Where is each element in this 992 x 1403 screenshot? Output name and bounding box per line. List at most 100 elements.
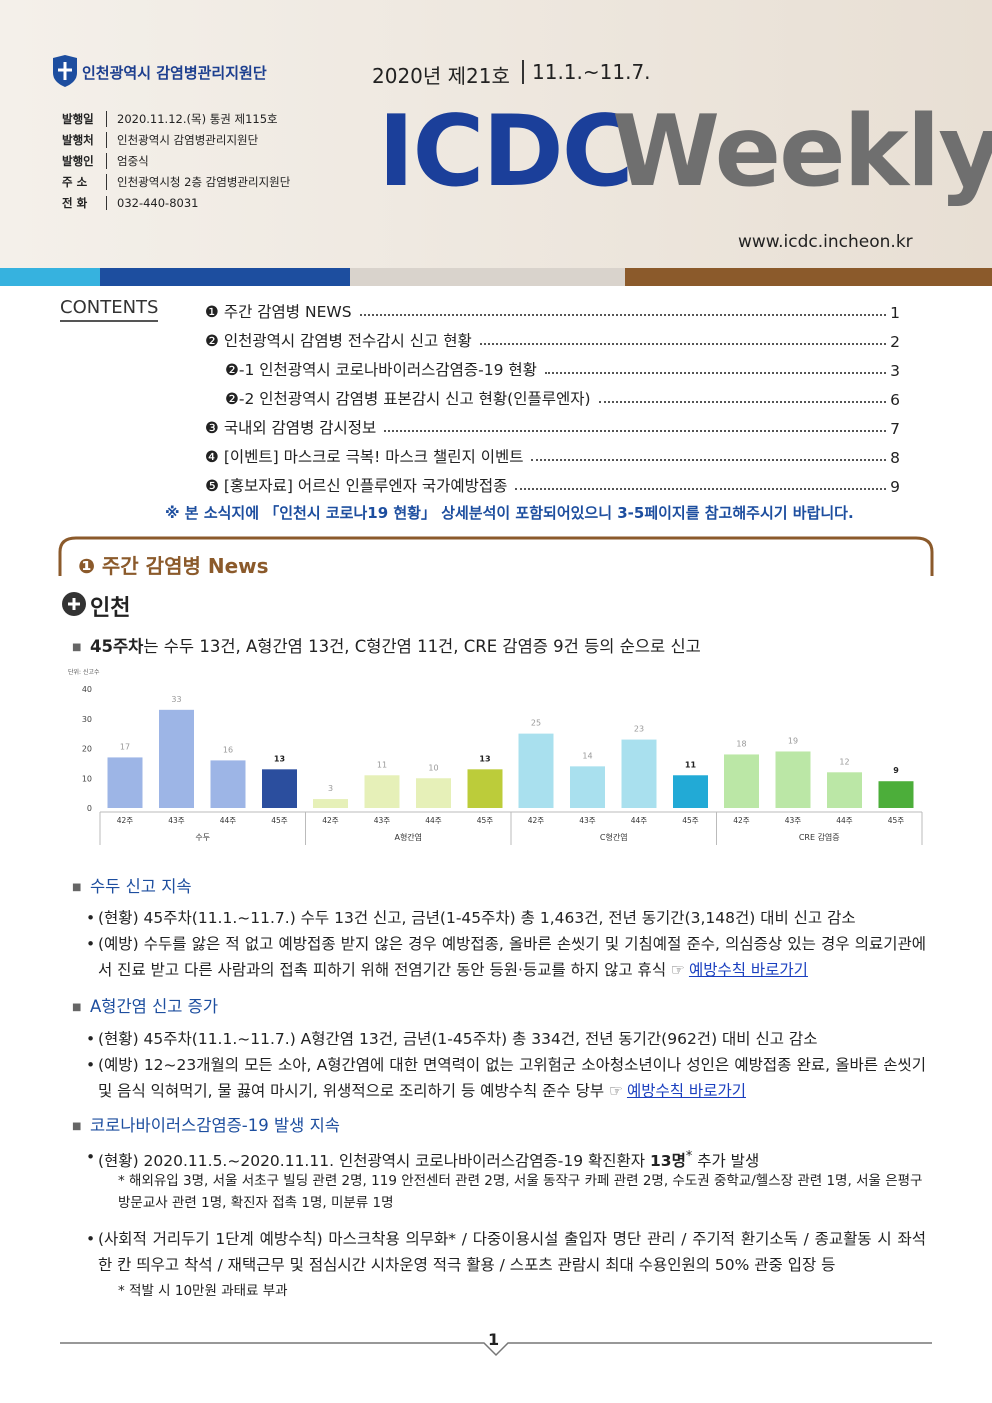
value-label: 11 xyxy=(377,760,387,769)
page: 2 xyxy=(890,333,900,351)
value-label: 17 xyxy=(120,742,130,751)
x-tick-label: 44주 xyxy=(425,816,442,825)
bullet-bold: 13명 xyxy=(650,1152,686,1171)
info-label: 발행처 xyxy=(62,132,94,147)
text[interactable]: 인천광역시 감염병 전수감시 신고 현황 xyxy=(223,332,472,350)
link[interactable]: 예방수칙 바로가기 xyxy=(609,1082,746,1100)
bullet-text: (사회적 거리두기 1단계 예방수칙) 마스크착용 의무화* / 다중이용시설 … xyxy=(98,1230,926,1274)
news-heading: A형간염 신고 증가 xyxy=(72,994,218,1021)
url[interactable]: www.icdc.incheon.kr xyxy=(738,232,913,252)
x-tick-label: 42주 xyxy=(322,816,339,825)
x-tick-label: 45주 xyxy=(271,816,288,825)
value-label: 13 xyxy=(274,754,285,763)
contents-text: ❶ 주간 감염병 NEWS xyxy=(205,300,352,322)
summary-text: 는 수두 13건, A형간염 13건, C형간염 11건, CRE 감염증 9건… xyxy=(143,637,701,656)
marker: ❷ xyxy=(205,332,219,350)
marker: ❶ xyxy=(78,554,95,578)
bar xyxy=(364,775,400,808)
group-label: 수두 xyxy=(195,833,210,842)
bullet-text: (예방) 수두를 앓은 적 없고 예방접종 받지 않은 경우 예방접종, 올바른… xyxy=(98,935,926,979)
marker: ❺ xyxy=(205,477,219,495)
leader xyxy=(384,430,887,432)
bar xyxy=(416,778,451,808)
period: 11.1.~11.7. xyxy=(522,60,651,84)
strip xyxy=(0,268,100,286)
bullet-note: * 적발 시 10만원 과태료 부과 xyxy=(118,1283,288,1299)
info-value: 인천광역시청 2층 감염병관리지원단 xyxy=(106,173,290,190)
text[interactable]: [홍보자료] 어르신 인플루엔자 국가예방접종 xyxy=(223,477,508,495)
value-label: 3 xyxy=(328,784,333,793)
bullet-text: (현황) 45주차(11.1.~11.7.) 수두 13건 신고, 금년(1-4… xyxy=(98,909,856,927)
value-label: 11 xyxy=(685,760,697,769)
bullet: (현황) 2020.11.5.~2020.11.11. 인천광역시 코로나바이러… xyxy=(86,1144,926,1174)
contents-item: ❺ [홍보자료] 어르신 인플루엔자 국가예방접종 9 xyxy=(205,467,900,496)
section-title: ❶ 주간 감염병 News xyxy=(78,550,269,579)
bar xyxy=(621,739,657,808)
strip xyxy=(350,268,625,286)
info-value: 인천광역시 감염병관리지원단 xyxy=(106,131,258,148)
info-row: 발행인 엄중식 xyxy=(62,150,290,171)
bullet: (현황) 45주차(11.1.~11.7.) A형간염 13건, 금년(1-45… xyxy=(86,1026,926,1052)
header-bg xyxy=(0,0,992,268)
contents-item: ❹ [이벤트] 마스크로 극복! 마스크 챌린지 이벤트 8 xyxy=(205,438,900,467)
marker: ❹ xyxy=(205,448,219,466)
value-label: 12 xyxy=(839,757,849,766)
value-label: 13 xyxy=(479,754,490,763)
title-sub: Weekly xyxy=(612,95,992,209)
bar xyxy=(467,769,503,808)
contents-item: ❸ 국내외 감염병 감시정보 7 xyxy=(205,409,900,438)
leader xyxy=(359,314,887,316)
page: 1 xyxy=(890,304,900,322)
logo xyxy=(53,55,77,87)
info-label: 발행일 xyxy=(62,111,94,126)
text[interactable]: 주간 감염병 NEWS xyxy=(223,303,352,321)
bar xyxy=(673,775,708,808)
leader xyxy=(531,459,887,461)
info-row: 발행일 2020.11.12.(목) 통권 제115호 xyxy=(62,108,290,129)
bullet-mark: * xyxy=(685,1149,693,1164)
y-tick-label: 40 xyxy=(82,685,92,694)
section-frame xyxy=(58,536,934,576)
info-row: 주 소 인천광역시청 2층 감염병관리지원단 xyxy=(62,171,290,192)
x-tick-label: 44주 xyxy=(631,816,648,825)
text[interactable]: 인천광역시 코로나바이러스감염증-19 현황 xyxy=(259,361,537,379)
bullet: (예방) 수두를 앓은 적 없고 예방접종 받지 않은 경우 예방접종, 올바른… xyxy=(86,931,926,983)
info-label: 전 화 xyxy=(62,195,88,210)
leader xyxy=(544,372,887,374)
x-tick-label: 43주 xyxy=(579,816,596,825)
x-tick-label: 44주 xyxy=(220,816,237,825)
leader xyxy=(515,488,887,490)
bullet-after: 추가 발생 xyxy=(697,1152,760,1171)
marker: ❷-2 xyxy=(225,390,255,408)
x-tick-label: 44주 xyxy=(836,816,853,825)
bar xyxy=(210,760,246,808)
value-label: 25 xyxy=(531,719,541,728)
y-tick-label: 10 xyxy=(82,774,92,783)
group-label: CRE 감염증 xyxy=(799,832,840,842)
footer-line xyxy=(60,1342,932,1357)
text[interactable]: 국내외 감염병 감시정보 xyxy=(223,419,377,437)
group-label: C형간염 xyxy=(600,832,628,842)
y-tick-label: 20 xyxy=(82,745,92,754)
bar xyxy=(878,781,914,808)
x-tick-label: 45주 xyxy=(888,816,905,825)
value-label: 18 xyxy=(736,739,746,748)
link[interactable]: 예방수칙 바로가기 xyxy=(671,961,808,979)
y-tick-label: 0 xyxy=(87,804,92,813)
text[interactable]: 인천광역시 감염병 표본감시 신고 현황(인플루엔자) xyxy=(259,390,591,408)
text[interactable]: [이벤트] 마스크로 극복! 마스크 챌린지 이벤트 xyxy=(223,448,524,466)
page: 9 xyxy=(890,478,900,496)
bullet-text: (예방) 12~23개월의 모든 소아, A형간염에 대한 면역력이 없는 고위… xyxy=(98,1056,926,1100)
org: 인천광역시 감염병관리지원단 xyxy=(82,64,267,82)
info-row: 발행처 인천광역시 감염병관리지원단 xyxy=(62,129,290,150)
news-heading: 수두 신고 지속 xyxy=(72,874,192,901)
bullet-note: * 해외유입 3명, 서울 서초구 빌딩 관련 2명, 119 안전센터 관련 … xyxy=(118,1173,923,1211)
value-label: 9 xyxy=(893,766,899,775)
y-tick-label: 30 xyxy=(82,715,92,724)
contents-text: ❺ [홍보자료] 어르신 인플루엔자 국가예방접종 xyxy=(205,474,507,496)
contents-text: ❸ 국내외 감염병 감시정보 xyxy=(205,416,376,438)
info-value: 032-440-8031 xyxy=(106,195,198,210)
x-tick-label: 42주 xyxy=(733,816,750,825)
bullet: (예방) 12~23개월의 모든 소아, A형간염에 대한 면역력이 없는 고위… xyxy=(86,1052,926,1104)
value-label: 14 xyxy=(582,751,592,760)
